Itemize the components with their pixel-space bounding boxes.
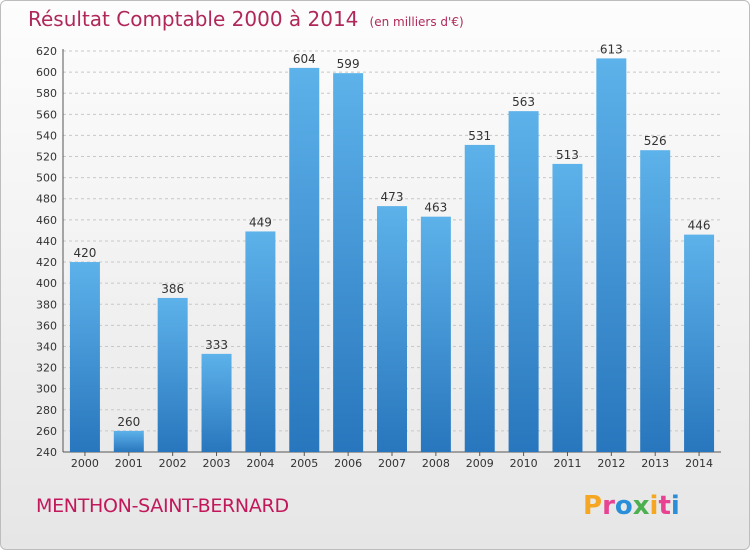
- bar: [377, 206, 407, 452]
- bar: [289, 67, 320, 452]
- bar: [69, 262, 100, 452]
- bar: [113, 430, 144, 452]
- data-label: 463: [424, 201, 447, 215]
- bar: [245, 231, 276, 452]
- data-label: 446: [688, 219, 711, 233]
- bar: [420, 216, 451, 452]
- logo-letter: t: [658, 491, 671, 521]
- logo-letter: i: [649, 491, 659, 521]
- chart-subtitle: (en milliers d'€): [369, 15, 464, 29]
- x-tick-label: 2014: [685, 457, 713, 470]
- x-tick-label: 2000: [71, 457, 99, 470]
- x-tick-label: 2001: [115, 457, 143, 470]
- y-tick-label: 540: [36, 129, 57, 142]
- data-label: 260: [117, 415, 140, 429]
- y-tick-label: 420: [36, 256, 57, 269]
- x-tick-label: 2009: [466, 457, 494, 470]
- y-tick-label: 280: [36, 404, 57, 417]
- y-tick-label: 260: [36, 425, 57, 438]
- logo-letter: x: [632, 491, 650, 521]
- y-tick-label: 620: [36, 45, 57, 58]
- x-tick-label: 2011: [553, 457, 581, 470]
- bar: [596, 58, 627, 452]
- y-tick-label: 400: [36, 277, 57, 290]
- bar: [201, 353, 232, 452]
- logo-letter: r: [602, 491, 615, 521]
- y-tick-label: 480: [36, 193, 57, 206]
- data-label: 449: [249, 215, 272, 229]
- data-label: 604: [293, 52, 316, 66]
- x-tick-label: 2012: [597, 457, 625, 470]
- data-label: 599: [337, 57, 360, 71]
- data-label: 333: [205, 338, 228, 352]
- bar: [552, 163, 583, 453]
- bar: [508, 111, 539, 453]
- bar: [640, 150, 671, 452]
- y-tick-label: 460: [36, 214, 57, 227]
- y-tick-label: 520: [36, 151, 57, 164]
- x-tick-label: 2007: [378, 457, 406, 470]
- logo-letter: P: [583, 491, 603, 521]
- x-tick-label: 2005: [290, 457, 318, 470]
- y-tick-label: 320: [36, 362, 57, 375]
- x-tick-label: 2006: [334, 457, 362, 470]
- y-tick-label: 340: [36, 340, 57, 353]
- y-tick-label: 380: [36, 298, 57, 311]
- data-label: 613: [600, 42, 623, 56]
- y-tick-label: 360: [36, 319, 57, 332]
- x-tick-label: 2008: [422, 457, 450, 470]
- data-label: 531: [468, 129, 491, 143]
- bar: [684, 234, 715, 452]
- data-label: 526: [644, 134, 667, 148]
- x-tick-label: 2010: [510, 457, 538, 470]
- chart-title: Résultat Comptable 2000 à 2014: [28, 7, 359, 31]
- y-tick-label: 560: [36, 108, 57, 121]
- x-tick-label: 2004: [246, 457, 274, 470]
- x-tick-label: 2003: [203, 457, 231, 470]
- bar: [464, 144, 495, 452]
- proxiti-logo: Proxiti: [583, 491, 680, 521]
- logo-letter: o: [614, 491, 633, 521]
- logo-letter: i: [670, 491, 680, 521]
- y-tick-label: 580: [36, 87, 57, 100]
- data-label: 473: [381, 190, 404, 204]
- data-label: 420: [73, 246, 96, 260]
- y-tick-label: 600: [36, 66, 57, 79]
- data-label: 563: [512, 95, 535, 109]
- commune-name: MENTHON-SAINT-BERNARD: [36, 495, 289, 517]
- bar: [157, 297, 188, 452]
- bar: [333, 73, 364, 453]
- data-label: 386: [161, 282, 184, 296]
- x-tick-label: 2002: [159, 457, 187, 470]
- y-tick-label: 240: [36, 446, 57, 459]
- chart-title-block: Résultat Comptable 2000 à 2014 (en milli…: [28, 7, 464, 31]
- y-tick-label: 300: [36, 383, 57, 396]
- y-tick-label: 500: [36, 172, 57, 185]
- y-tick-label: 440: [36, 235, 57, 248]
- data-label: 513: [556, 148, 579, 162]
- x-tick-label: 2013: [641, 457, 669, 470]
